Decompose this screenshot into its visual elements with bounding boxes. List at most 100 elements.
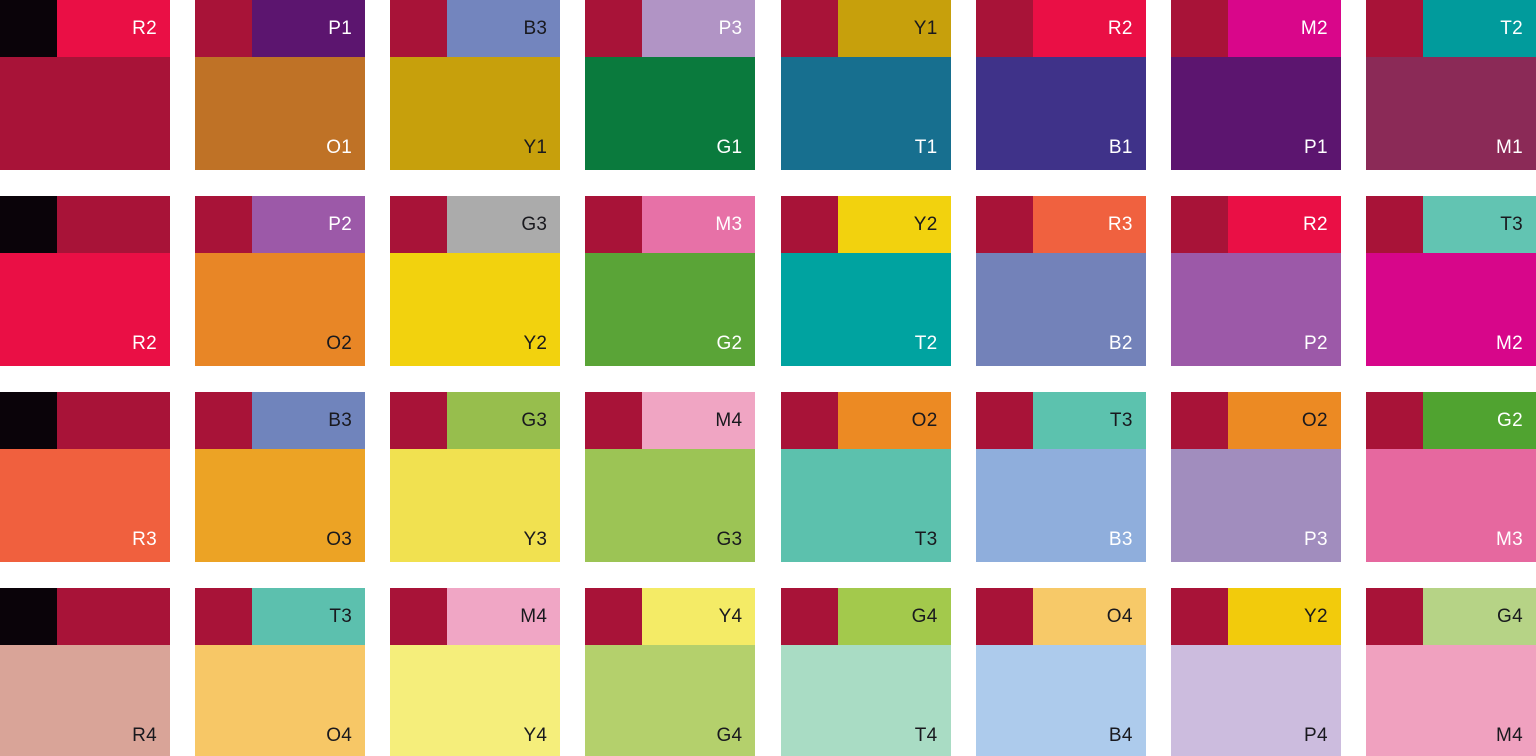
accent-swatch: M2 bbox=[1227, 0, 1341, 57]
accent-color-label: R2 bbox=[1107, 18, 1133, 39]
accent-row: G3 bbox=[390, 392, 561, 449]
main-color-label: R2 bbox=[132, 333, 157, 354]
accent-color-label: O2 bbox=[1301, 410, 1328, 431]
swatch-card: G4 M4 bbox=[1365, 588, 1536, 756]
accent-swatch: Y1 bbox=[837, 0, 951, 57]
accent-row: P2 bbox=[195, 196, 366, 253]
main-color-label: G4 bbox=[716, 725, 743, 746]
main-color-label: O2 bbox=[326, 333, 353, 354]
main-swatch: O4 bbox=[195, 645, 366, 756]
accent-color-label: P2 bbox=[328, 214, 353, 235]
main-color-label: T3 bbox=[914, 529, 938, 550]
accent-color-label: G2 bbox=[1497, 410, 1523, 431]
accent-row: P1 bbox=[195, 0, 366, 57]
main-color-label: B3 bbox=[1108, 529, 1133, 550]
base-crimson-swatch bbox=[975, 392, 1033, 449]
black-corner-swatch bbox=[0, 392, 57, 449]
swatch-card: R3 bbox=[0, 392, 170, 562]
accent-swatch: M3 bbox=[642, 196, 756, 253]
accent-swatch: M4 bbox=[447, 588, 561, 645]
main-swatch: R4 bbox=[0, 645, 170, 756]
main-swatch: G4 bbox=[585, 645, 756, 756]
accent-row bbox=[0, 196, 170, 253]
accent-row: T3 bbox=[975, 392, 1146, 449]
accent-color-label: O2 bbox=[911, 410, 938, 431]
black-corner-swatch bbox=[0, 196, 57, 253]
base-crimson-swatch bbox=[1365, 588, 1423, 645]
base-crimson-swatch bbox=[780, 196, 838, 253]
accent-swatch: T2 bbox=[1422, 0, 1536, 57]
main-swatch: B4 bbox=[975, 645, 1146, 756]
accent-color-label: O4 bbox=[1106, 606, 1133, 627]
base-crimson-swatch bbox=[585, 196, 643, 253]
accent-row: M4 bbox=[585, 392, 756, 449]
base-crimson-swatch bbox=[390, 588, 448, 645]
swatch-card: P2 O2 bbox=[195, 196, 366, 366]
accent-row: Y2 bbox=[780, 196, 951, 253]
main-swatch: P2 bbox=[1170, 253, 1341, 366]
accent-color-label: R2 bbox=[1302, 214, 1328, 235]
main-color-label: Y4 bbox=[523, 725, 548, 746]
accent-row: B3 bbox=[195, 392, 366, 449]
swatch-card: O2 P3 bbox=[1170, 392, 1341, 562]
main-swatch: Y1 bbox=[390, 57, 561, 170]
main-swatch: O2 bbox=[195, 253, 366, 366]
main-swatch: T1 bbox=[780, 57, 951, 170]
accent-swatch: T3 bbox=[252, 588, 366, 645]
base-crimson-swatch bbox=[1365, 196, 1423, 253]
accent-swatch: R3 bbox=[1032, 196, 1146, 253]
accent-color-label: M3 bbox=[715, 214, 743, 235]
swatch-card: G2 M3 bbox=[1365, 392, 1536, 562]
accent-swatch: B3 bbox=[447, 0, 561, 57]
black-corner-swatch bbox=[0, 588, 57, 645]
accent-row: G4 bbox=[1365, 588, 1536, 645]
accent-swatch: R2 bbox=[57, 0, 170, 57]
main-swatch: Y2 bbox=[390, 253, 561, 366]
main-color-label: B4 bbox=[1108, 725, 1133, 746]
accent-color-label: B3 bbox=[523, 18, 548, 39]
base-crimson-swatch bbox=[390, 196, 448, 253]
accent-swatch bbox=[57, 588, 170, 645]
swatch-card: M4 G3 bbox=[585, 392, 756, 562]
accent-swatch: R2 bbox=[1032, 0, 1146, 57]
accent-color-label: P1 bbox=[328, 18, 353, 39]
main-color-label: M1 bbox=[1495, 137, 1523, 158]
main-swatch: G1 bbox=[585, 57, 756, 170]
swatch-card: M2 P1 bbox=[1170, 0, 1341, 170]
swatch-card: R2 bbox=[0, 196, 170, 366]
accent-row: R2 bbox=[0, 0, 170, 57]
accent-row: Y2 bbox=[1170, 588, 1341, 645]
accent-color-label: M4 bbox=[715, 410, 743, 431]
swatch-card: P3 G1 bbox=[585, 0, 756, 170]
main-swatch: G2 bbox=[585, 253, 756, 366]
main-swatch: Y3 bbox=[390, 449, 561, 562]
base-crimson-swatch bbox=[975, 196, 1033, 253]
accent-color-label: G3 bbox=[521, 214, 548, 235]
accent-color-label: M4 bbox=[520, 606, 548, 627]
base-crimson-swatch bbox=[195, 588, 253, 645]
base-crimson-swatch bbox=[390, 392, 448, 449]
accent-swatch: G2 bbox=[1422, 392, 1536, 449]
base-crimson-swatch bbox=[1170, 196, 1228, 253]
base-crimson-swatch bbox=[390, 0, 448, 57]
accent-row: M4 bbox=[390, 588, 561, 645]
accent-color-label: Y2 bbox=[1304, 606, 1328, 627]
main-swatch: R2 bbox=[0, 253, 170, 366]
accent-color-label: T2 bbox=[1500, 18, 1523, 39]
main-swatch: B1 bbox=[975, 57, 1146, 170]
swatch-card: G3 Y2 bbox=[390, 196, 561, 366]
accent-swatch: P1 bbox=[252, 0, 366, 57]
accent-row: Y4 bbox=[585, 588, 756, 645]
base-crimson-swatch bbox=[780, 0, 838, 57]
swatch-card: T3 O4 bbox=[195, 588, 366, 756]
accent-swatch bbox=[57, 196, 170, 253]
accent-row: T3 bbox=[1365, 196, 1536, 253]
base-crimson-swatch bbox=[195, 0, 253, 57]
swatch-card: T3 M2 bbox=[1365, 196, 1536, 366]
main-swatch: T3 bbox=[780, 449, 951, 562]
main-color-label: G3 bbox=[716, 529, 743, 550]
accent-color-label: B3 bbox=[328, 410, 353, 431]
main-color-label: T2 bbox=[914, 333, 938, 354]
swatch-card: O2 T3 bbox=[780, 392, 951, 562]
swatch-card: G4 T4 bbox=[780, 588, 951, 756]
